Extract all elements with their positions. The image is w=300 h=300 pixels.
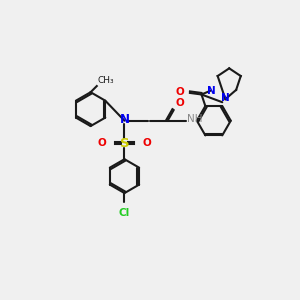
Text: N: N xyxy=(120,113,130,126)
Text: O: O xyxy=(175,98,184,108)
Text: NH: NH xyxy=(187,114,203,124)
Text: S: S xyxy=(120,137,129,150)
Text: O: O xyxy=(97,138,106,148)
Text: CH₃: CH₃ xyxy=(98,76,114,85)
Text: Cl: Cl xyxy=(119,208,130,218)
Text: O: O xyxy=(143,138,152,148)
Text: O: O xyxy=(175,87,184,97)
Text: N: N xyxy=(207,85,216,96)
Text: N: N xyxy=(221,93,230,103)
